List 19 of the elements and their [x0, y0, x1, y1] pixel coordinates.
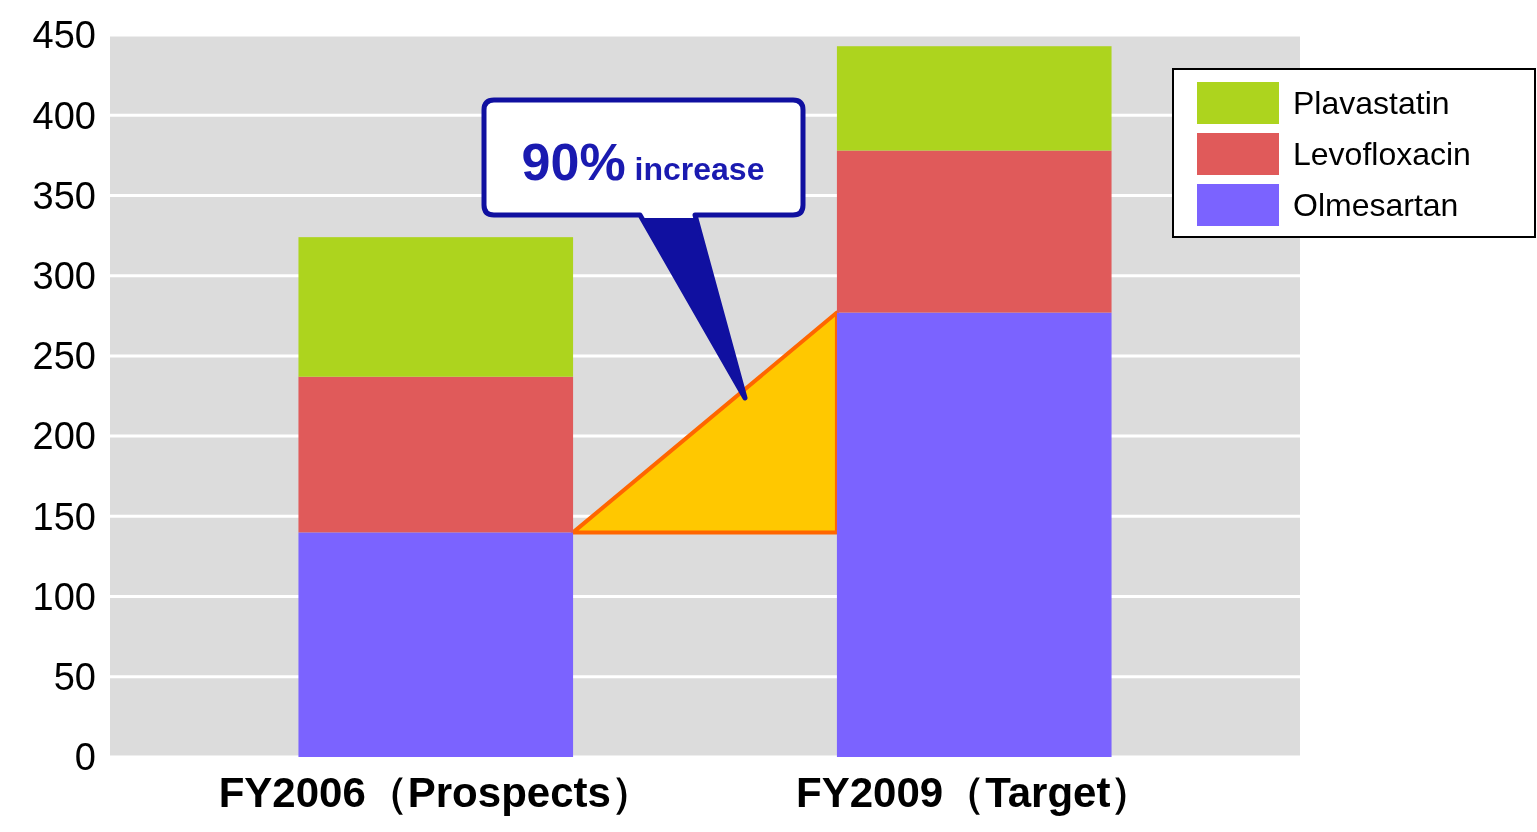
y-tick-label: 150: [32, 495, 96, 538]
bar: [836, 46, 1112, 151]
legend-label: Levofloxacin: [1293, 136, 1471, 173]
y-tick-label: 450: [32, 14, 96, 57]
legend-label: Olmesartan: [1293, 187, 1459, 224]
y-tick-label: 50: [53, 656, 96, 699]
y-tick-label: 200: [32, 415, 96, 458]
x-tick-label: FY2009（Target）: [796, 769, 1153, 816]
y-tick-label: 400: [32, 94, 96, 137]
y-tick-label: 250: [32, 335, 96, 378]
annotation: 90% increase: [521, 133, 765, 191]
y-tick-label: 300: [32, 254, 96, 297]
y-tick-label: 100: [32, 575, 96, 618]
bar: [298, 532, 574, 757]
bar: [836, 150, 1112, 313]
x-tick-label: FY2006（Prospects）: [218, 769, 653, 816]
y-tick-label: 350: [32, 174, 96, 217]
legend-label: Plavastatin: [1293, 85, 1450, 122]
y-tick-label: 0: [74, 736, 96, 779]
